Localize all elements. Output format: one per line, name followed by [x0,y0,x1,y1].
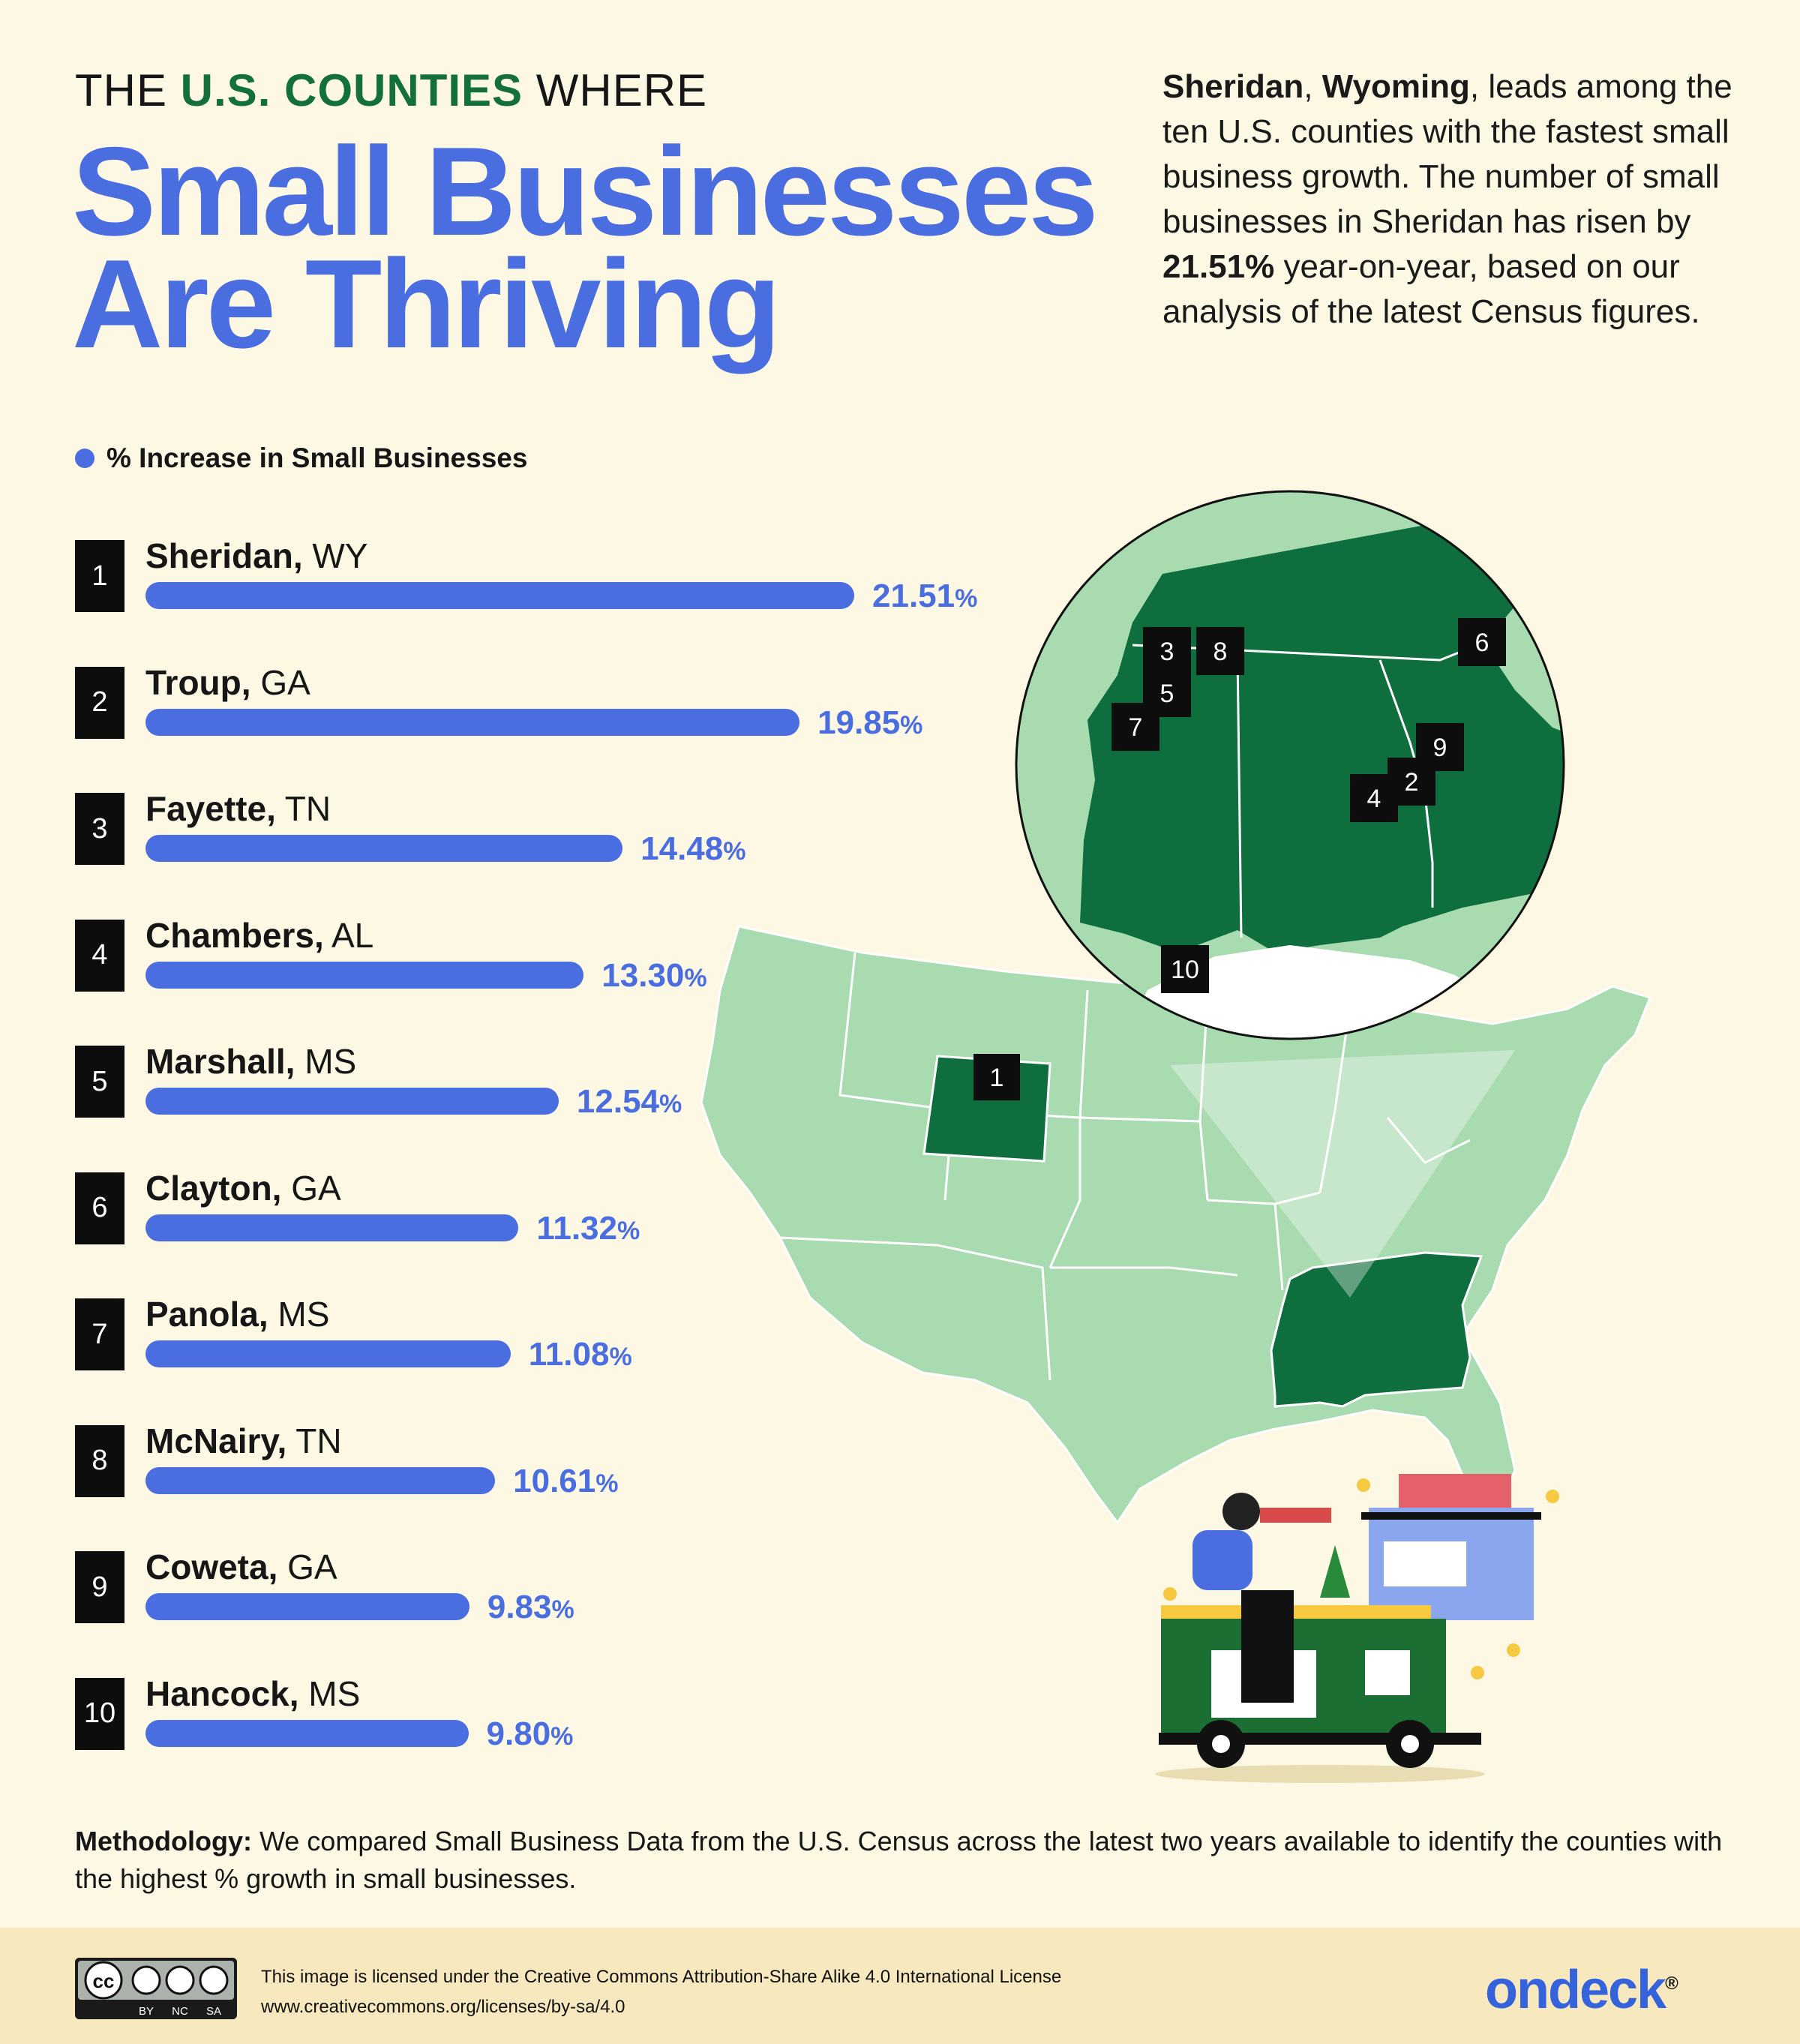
bar [146,1719,469,1747]
svg-text:5: 5 [1160,680,1174,708]
bar [146,1593,470,1620]
pre-title-highlight: U.S. COUNTIES [180,65,524,116]
rank-badge: 4 [75,919,124,992]
bar [146,582,854,609]
bar-value-label: 9.80% [486,1715,574,1752]
svg-text:cc: cc [93,1970,115,1992]
bar [146,1340,511,1367]
bar [146,1466,496,1494]
intro-paragraph: Sheridan, Wyoming, leads among the ten U… [1162,68,1732,330]
inset-marker: 3 [1143,627,1191,675]
bar [146,1214,519,1241]
svg-text:4: 4 [1367,785,1382,813]
county-label: Hancock, MS [146,1673,361,1713]
svg-text:10: 10 [1171,956,1199,984]
pre-title: THE U.S. COUNTIES WHERE [75,65,708,116]
bar-value-label: 11.32% [536,1209,640,1247]
registered-mark: ® [1665,1973,1678,1994]
footer: cc BY NC SA This image is licensed under… [0,1928,1800,2044]
rank-badge: 8 [75,1424,124,1497]
bar-value-label: 9.83% [487,1589,574,1625]
bar-value-label: 21.51% [872,578,978,614]
title-line-2: Are Thriving [72,233,781,374]
county-label: Clayton, GA [146,1168,341,1208]
us-marker-1: 1 [974,1054,1020,1100]
page-title: Small Businesses Are Thriving [72,121,1099,374]
inset-marker: 8 [1196,627,1244,675]
county-label: Troup, GA [146,662,310,702]
methodology-note: Methodology: We compared Small Business … [75,1826,1723,1894]
svg-text:6: 6 [1475,629,1490,657]
inset-marker: 4 [1350,774,1398,822]
creative-commons-badge[interactable]: cc BY NC SA [75,1958,237,2019]
bar [146,1088,559,1115]
bar-value-label: 10.61% [513,1462,619,1499]
county-label: McNairy, TN [146,1421,342,1460]
legend-dot-icon [75,449,94,468]
inset-marker: 10 [1161,945,1209,993]
title-line-1: Small Businesses [72,121,1099,262]
bar-value-label: 13.30% [602,956,707,994]
license-link[interactable]: www.creativecommons.org/licenses/by-sa/4… [261,1997,626,2017]
county-label: Marshall, MS [146,1042,357,1081]
rank-badge: 5 [75,1046,124,1118]
inset-marker: 7 [1112,703,1160,751]
rank-badge: 7 [75,1298,124,1370]
rank-badge: 6 [75,1172,124,1244]
svg-text:BY: BY [139,2005,154,2018]
svg-text:3: 3 [1160,638,1174,666]
us-map-silhouette [700,925,1652,1525]
inset-map [1016,491,1564,1039]
rank-badge: 10 [75,1677,124,1750]
bar [146,708,800,736]
county-label: Coweta, GA [146,1547,338,1586]
ondeck-logo[interactable]: ondeck® [1485,1960,1678,2020]
svg-text:SA: SA [206,2005,221,2018]
svg-text:1: 1 [990,1064,1004,1092]
food-truck-illustration [1155,1474,1559,1783]
svg-text:8: 8 [1214,638,1228,666]
inset-markers: 3 8 57 6 924 10 [1112,618,1506,993]
rank-badge: 3 [75,793,124,865]
bar [146,835,623,862]
bar-value-label: 19.85% [818,704,923,741]
rank-badge: 2 [75,666,124,739]
svg-text:9: 9 [1433,734,1448,762]
county-label: Sheridan, WY [146,536,368,575]
county-label: Fayette, TN [146,789,332,828]
highlight-states-shape [1270,1251,1484,1408]
zoom-beam [1170,1050,1515,1298]
bar-value-label: 14.48% [640,830,746,867]
inset-marker: 6 [1458,618,1506,666]
rank-badge: 9 [75,1551,124,1623]
legend-label: % Increase in Small Businesses [106,443,528,473]
svg-text:NC: NC [172,2005,188,2018]
county-label: Panola, MS [146,1295,330,1334]
bar-value-label: 12.54% [576,1083,682,1120]
license-line-1: This image is licensed under the Creativ… [261,1967,1062,1987]
chart-legend: % Increase in Small Businesses [75,443,527,474]
rank-badge: 1 [75,540,124,612]
state-borders [779,952,1471,1381]
us-map-graphic: 1 3 8 57 6 924 10 [700,490,1652,1783]
cc-icon: cc BY NC SA [75,1958,237,2019]
bar [146,961,584,989]
svg-text:2: 2 [1405,768,1419,797]
bar-value-label: 11.08% [528,1336,632,1373]
license-text: This image is licensed under the Creativ… [261,1962,1061,2022]
svg-text:7: 7 [1129,713,1143,742]
county-label: Chambers, AL [146,915,374,955]
